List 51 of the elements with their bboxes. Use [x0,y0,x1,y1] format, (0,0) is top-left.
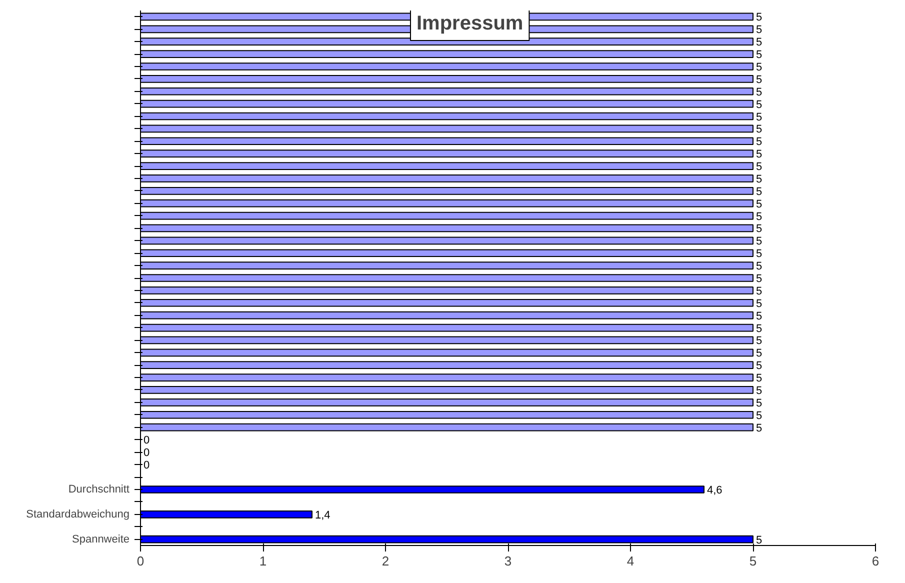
data-label: 5 [756,24,762,36]
data-label: 5 [756,210,762,223]
data-label: 5 [756,136,762,148]
data-label: 5 [756,198,762,210]
data-label: 5 [756,49,762,62]
y-tick-label: Durchschnitt [68,484,130,496]
data-label: 5 [756,148,762,161]
data-label: 0 [144,447,150,460]
data-label: 5 [756,348,762,360]
data-label: 5 [756,161,762,174]
data-label: 5 [756,534,762,546]
x-tick-label: 1 [259,554,267,568]
data-label: 1,4 [315,509,330,522]
chart-title: Impressum [416,12,524,34]
data-label: 4,6 [707,484,722,497]
x-tick-label: 5 [749,554,757,568]
data-label: 5 [756,310,762,322]
data-label: 5 [756,111,762,124]
y-tick-label: Spannweite [72,533,130,546]
x-tick-label: 4 [626,554,634,568]
x-tick-label: 2 [382,554,390,568]
data-label: 5 [756,397,762,410]
x-tick-label: 0 [136,554,144,568]
data-label: 5 [756,260,762,273]
data-label: 5 [756,273,762,285]
data-label: 5 [756,124,762,136]
data-label: 0 [144,460,150,472]
data-label: 5 [756,36,762,49]
data-label: 5 [756,360,762,372]
y-tick-label: Standardabweichung [26,508,130,520]
data-label: 5 [756,410,762,422]
data-label: 5 [756,98,762,111]
data-label: 5 [756,422,762,434]
data-label: 0 [144,434,150,447]
data-label: 5 [756,384,762,397]
data-label: 5 [756,12,762,24]
x-tick-label: 3 [504,554,512,568]
data-label: 5 [756,186,762,198]
data-label: 5 [756,285,762,298]
data-label: 5 [756,173,762,186]
data-label: 5 [756,74,762,86]
data-label: 5 [756,86,762,98]
data-label: 5 [756,298,762,310]
data-label: 5 [756,61,762,74]
data-label: 5 [756,223,762,236]
data-label: 5 [756,322,762,335]
data-label: 5 [756,248,762,260]
data-label: 5 [756,236,762,248]
data-label: 5 [756,372,762,385]
data-label: 5 [756,335,762,348]
x-tick-label: 6 [872,554,880,568]
